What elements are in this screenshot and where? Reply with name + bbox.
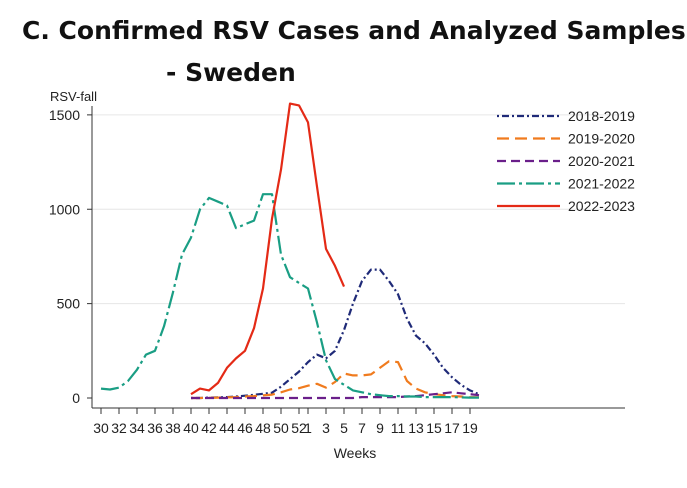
- legend-label-2021-2022: 2021-2022: [568, 176, 635, 192]
- y-tick-label-1000: 1000: [49, 201, 80, 217]
- legend-label-2018-2019: 2018-2019: [568, 108, 635, 124]
- x-tick-label-1: 1: [304, 420, 312, 436]
- series-lines: [100, 102, 480, 400]
- chart-title-line-2: - Sweden: [166, 58, 296, 87]
- series-line-2018-2019: [191, 268, 480, 400]
- x-axis: 30 32 34 36 38 40 42 44 46 48 50 521 3 5 7 9 11 13 15 17 19W…: [92, 407, 625, 461]
- legend-label-2022-2023: 2022-2023: [568, 198, 635, 214]
- x-tick-label-5: 5: [340, 420, 348, 436]
- x-tick-label-9: 9: [376, 420, 384, 436]
- x-tick-label-32: 32: [111, 420, 127, 436]
- x-tick-label-19: 19: [462, 420, 478, 436]
- x-tick-label-42: 42: [201, 420, 217, 436]
- x-tick-label-34: 34: [129, 420, 145, 436]
- x-tick-label-3: 3: [322, 420, 330, 436]
- x-tick-label-40: 40: [183, 420, 199, 436]
- x-tick-label-30: 30: [93, 420, 109, 436]
- legend-label-2020-2021: 2020-2021: [568, 153, 635, 169]
- y-axis: 0 500 1000 1500 RSV-fall: [49, 89, 97, 408]
- series-line-2019-2020: [191, 360, 480, 400]
- x-tick-label-38: 38: [165, 420, 181, 436]
- legend-label-2019-2020: 2019-2020: [568, 131, 635, 147]
- y-tick-label-1500: 1500: [49, 107, 80, 123]
- x-tick-label-15: 15: [426, 420, 442, 436]
- y-tick-label-0: 0: [72, 390, 80, 406]
- x-tick-label-17: 17: [444, 420, 460, 436]
- x-axis-label: Weeks: [334, 445, 377, 461]
- chart-title-line-1: C. Confirmed RSV Cases and Analyzed Samp…: [22, 16, 686, 45]
- x-tick-label-7: 7: [358, 420, 366, 436]
- x-tick-label-46: 46: [237, 420, 253, 436]
- series-line-2021-2022: [100, 193, 479, 399]
- x-tick-label-36: 36: [147, 420, 163, 436]
- x-tick-label-50: 50: [273, 420, 289, 436]
- x-tick-label-44: 44: [219, 420, 235, 436]
- legend: 2018-2019 2019-2020 2020-2021 2021-2022 2022…: [497, 108, 635, 214]
- x-tick-label-52: 52: [291, 420, 307, 436]
- x-tick-label-13: 13: [408, 420, 424, 436]
- x-tick-label-48: 48: [255, 420, 271, 436]
- series-line-2022-2023: [190, 102, 346, 396]
- y-tick-label-500: 500: [57, 296, 81, 312]
- gridlines: [92, 114, 625, 305]
- x-tick-label-11: 11: [391, 420, 406, 436]
- y-axis-label: RSV-fall: [50, 89, 97, 104]
- series-line-2020-2021: [191, 391, 480, 400]
